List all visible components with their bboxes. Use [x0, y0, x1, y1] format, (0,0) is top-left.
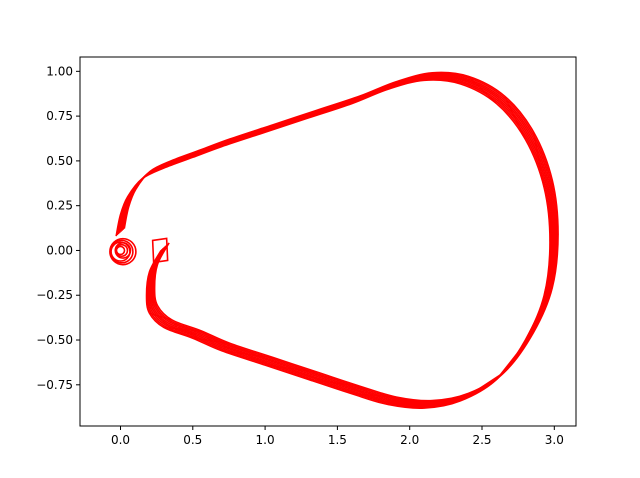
- plot-area: [80, 57, 576, 426]
- curve-hatch: [308, 378, 361, 387]
- curve-hatch: [396, 79, 425, 83]
- curve-hatch: [265, 364, 317, 373]
- curve-hatch: [135, 178, 143, 190]
- y-tick-label: −0.25: [36, 288, 73, 302]
- x-axis: 0.0 0.5 1.0 1.5 2.0 2.5 3.0: [111, 426, 564, 447]
- curve-hatch: [119, 214, 125, 229]
- y-tick-label: −0.50: [36, 333, 73, 347]
- curve-hatch: [549, 180, 553, 242]
- curve-hatch: [459, 371, 505, 402]
- x-tick-label: 2.5: [472, 433, 491, 447]
- curve-hatch: [149, 312, 173, 321]
- plot-frame: [79, 56, 577, 427]
- curve-hatch: [351, 393, 397, 398]
- curve-group: [109, 71, 559, 410]
- curve-hatch: [127, 196, 130, 208]
- curve-hatch: [221, 350, 274, 359]
- x-tick-label: 1.5: [328, 433, 347, 447]
- x-tick-label: 3.0: [545, 433, 564, 447]
- curve-hatch: [524, 287, 553, 341]
- curve-hatch: [495, 332, 534, 380]
- x-tick-label: 2.0: [400, 433, 419, 447]
- y-tick-label: −0.75: [36, 378, 73, 392]
- curve-hatch: [532, 131, 545, 188]
- y-tick-label: 0.50: [46, 154, 73, 168]
- y-axis: −0.75 −0.50 −0.25 0.00 0.25 0.50 0.75 1.00: [36, 64, 80, 392]
- x-tick-label: 0.0: [111, 433, 130, 447]
- y-tick-label: 0.00: [46, 243, 73, 257]
- y-tick-label: 0.75: [46, 109, 73, 123]
- curve-hatch: [148, 271, 156, 288]
- curve-hatch: [192, 337, 230, 344]
- curve-hatch: [316, 102, 352, 111]
- curve-hatch: [171, 156, 193, 162]
- curve-hatch: [200, 145, 222, 151]
- curve-hatch: [359, 88, 389, 97]
- curve-hatch: [543, 233, 559, 296]
- y-tick-label: 0.25: [46, 199, 73, 213]
- curve-hatch: [163, 326, 201, 332]
- y-tick-label: 1.00: [46, 64, 73, 78]
- curve-hatch: [273, 117, 309, 126]
- curve-hatch: [229, 131, 266, 140]
- curve-hatch: [432, 72, 461, 85]
- x-tick-label: 0.5: [183, 433, 202, 447]
- start-marker: [151, 237, 169, 264]
- coil-ring: [109, 237, 137, 266]
- curve-hatch: [146, 294, 158, 307]
- curve-hatch: [423, 392, 469, 409]
- curve-hatch: [150, 167, 165, 172]
- curve-hatch: [504, 95, 526, 140]
- curve-hatch: [387, 399, 433, 406]
- curve-hatch: [467, 75, 497, 105]
- x-tick-label: 1.0: [256, 433, 275, 447]
